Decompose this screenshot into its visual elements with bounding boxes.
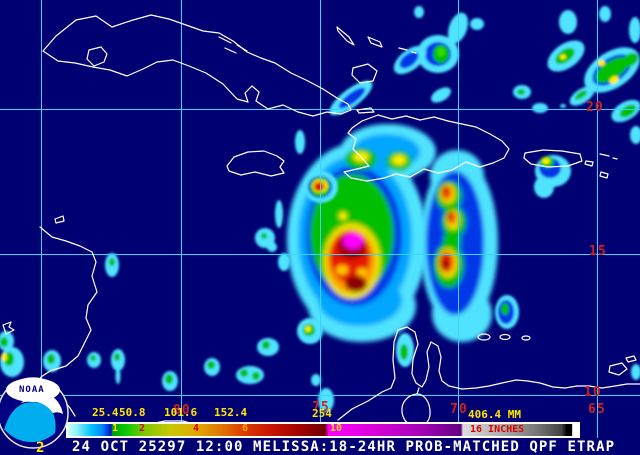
scale-mm-406: 406.4 MM	[468, 408, 521, 421]
colorbar-gradient	[68, 424, 577, 436]
lon-label-75: 75	[312, 400, 330, 415]
coast-isla-juventud	[86, 46, 108, 67]
lat-label-20: 20	[586, 100, 604, 115]
coast-puerto-rico	[523, 149, 594, 168]
scale-mm-152: 152.4	[214, 406, 248, 419]
noaa-logo-sea	[4, 402, 56, 443]
coast-bonaire	[521, 335, 531, 341]
lon-label-70: 70	[450, 402, 468, 417]
scale-inch-4: 4	[193, 423, 200, 434]
scale-mm-50: 50.8	[119, 406, 146, 419]
coast-bahamas	[336, 26, 417, 84]
scale-inch-6: 6	[242, 423, 249, 434]
lon-label-80: 80	[173, 403, 191, 418]
scale-inch-1: 1	[112, 423, 119, 434]
status-text: 24 OCT 25297 12:00 MELISSA:18-24HR PROB-…	[72, 439, 616, 455]
colorbar	[66, 422, 580, 438]
noaa-logo-gull	[21, 393, 63, 414]
coast-venezuela	[390, 326, 640, 390]
lat-label-10: 10	[584, 385, 602, 400]
precip-cluster-northeast	[295, 6, 566, 154]
coast-cuba	[42, 14, 352, 117]
coast-trinidad	[608, 355, 637, 376]
precip-hurricane-melissa	[287, 124, 436, 342]
lat-label-15: 15	[589, 244, 607, 259]
coast-hispaniola	[343, 114, 510, 182]
scale-inch-16: 16 INCHES	[470, 424, 525, 435]
scale-inch-10: 10	[330, 423, 343, 434]
precip-cluster-top-right	[547, 6, 640, 144]
coast-aruba	[477, 333, 491, 341]
noaa-logo	[0, 377, 69, 449]
scale-inch-2: 2	[139, 423, 146, 434]
grid-lines	[0, 0, 640, 438]
coast-bay-islands	[2, 215, 65, 335]
scale-mm-254: 254	[312, 407, 332, 420]
coast-leeward-islands	[599, 153, 618, 179]
frame-counter: 2	[36, 440, 45, 455]
lon-label-65: 65	[588, 402, 606, 417]
coast-curacao	[499, 333, 511, 341]
noaa-logo-text: NOAA	[19, 385, 45, 395]
scale-mm-25: 25.4	[92, 406, 119, 419]
coast-jamaica	[226, 150, 285, 177]
precip-cells-central	[105, 200, 290, 277]
precip-cells-south	[0, 295, 640, 412]
coast-cuba-cays	[218, 36, 248, 54]
scale-mm-101: 101.6	[164, 406, 198, 419]
precip-cell-puerto-rico	[534, 155, 571, 198]
coast-tortuga	[356, 107, 375, 114]
coast-colombia-east	[337, 387, 392, 421]
